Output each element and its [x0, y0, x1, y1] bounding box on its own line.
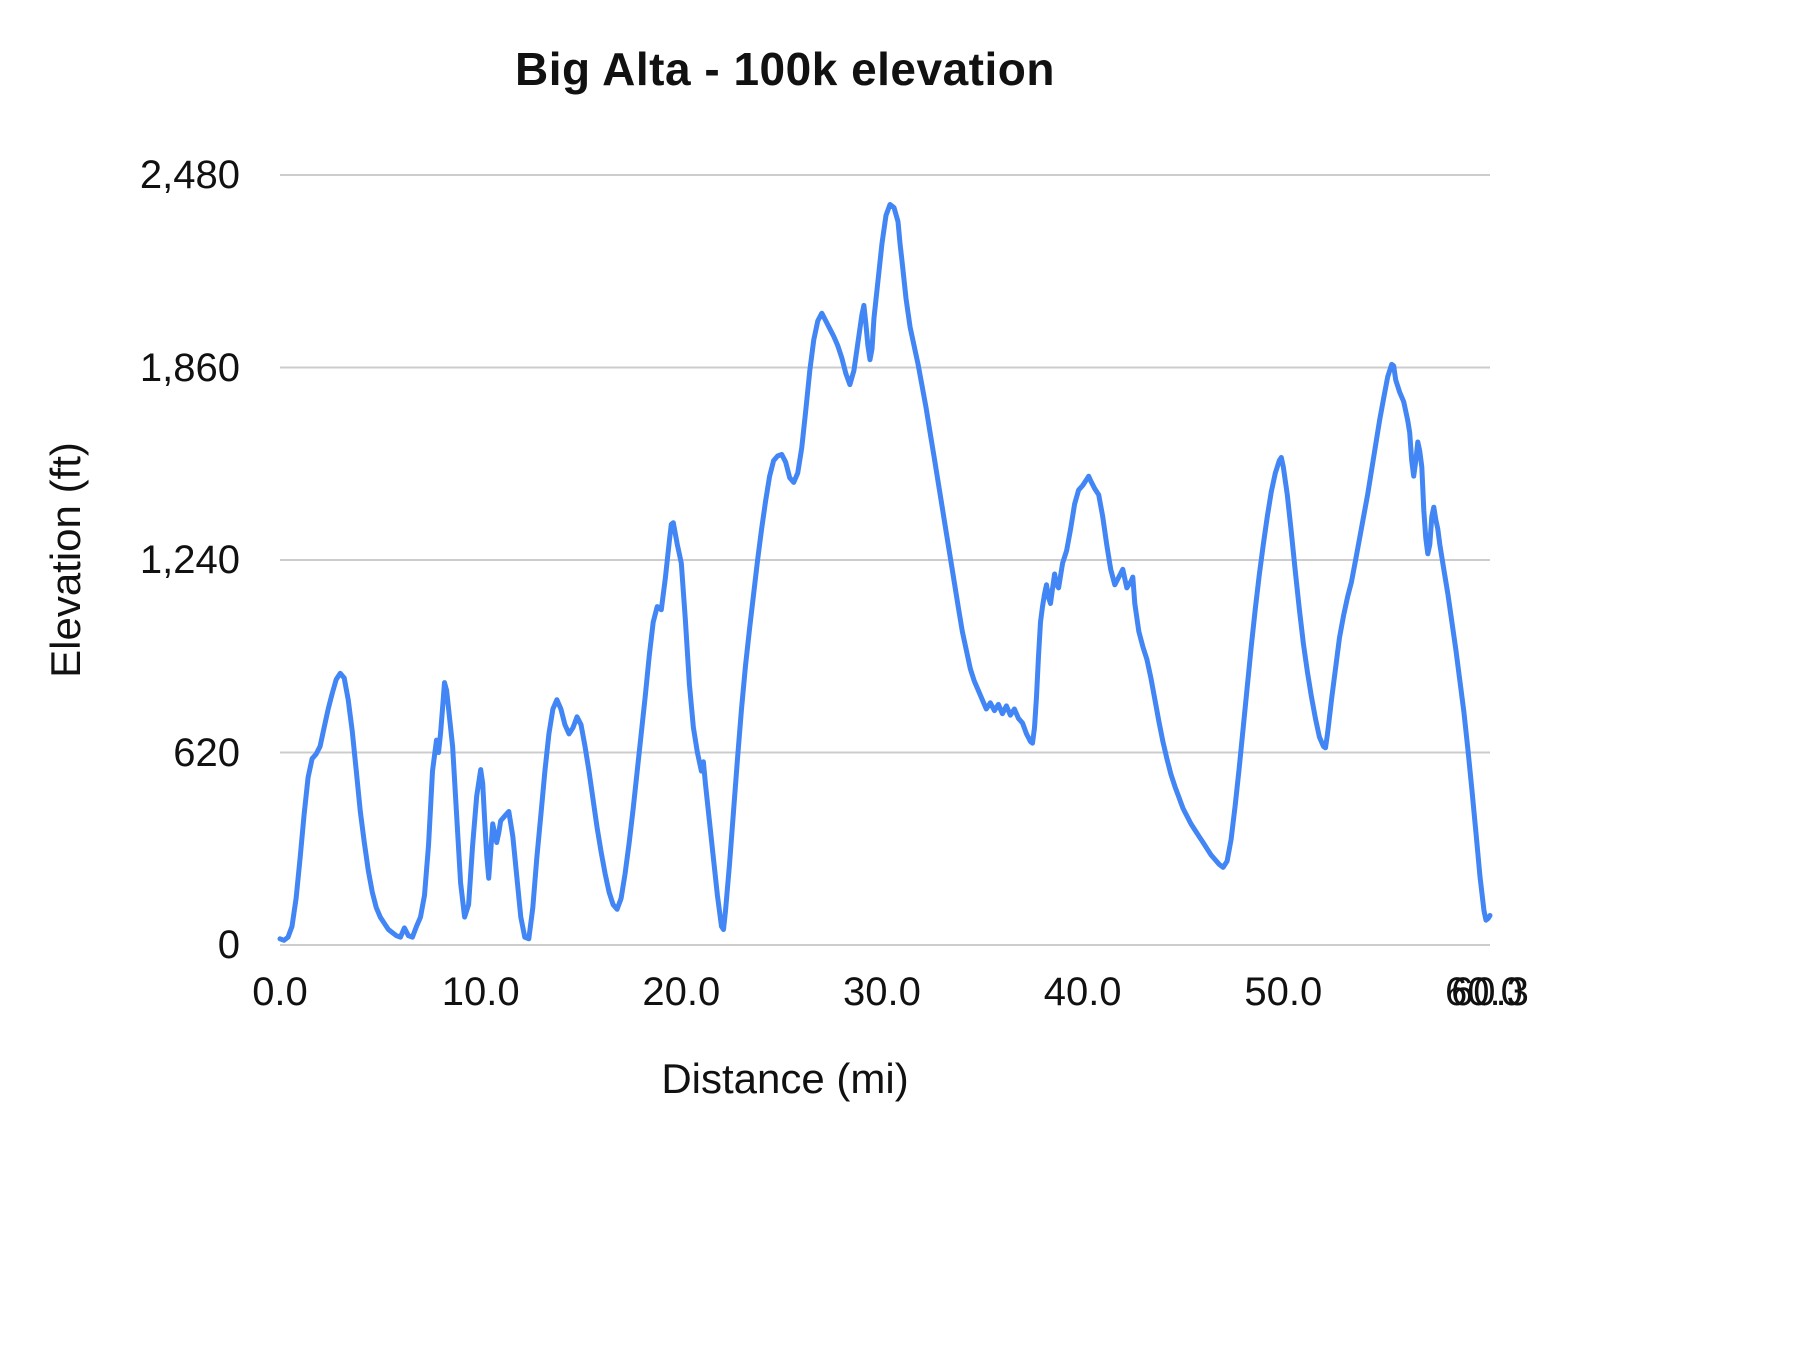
y-tick-label: 1,240: [139, 538, 240, 582]
x-tick-label: 30.0: [843, 970, 921, 1014]
y-tick-label: 2,480: [139, 153, 240, 197]
x-tick-label: 10.0: [441, 970, 520, 1014]
x-tick-label: 0.0: [252, 970, 308, 1014]
plot-area: [277, 174, 1493, 946]
x-axis-title: Distance (mi): [661, 1055, 909, 1102]
x-tick-label: 60.0: [1445, 970, 1523, 1014]
elevation-line: [277, 202, 1493, 943]
x-tick-label: 20.0: [642, 970, 721, 1014]
y-tick-label: 620: [173, 730, 240, 775]
x-tick-label: 50.0: [1244, 970, 1323, 1014]
y-tick-label: 1,860: [139, 345, 240, 390]
chart-title: Big Alta - 100k elevation: [515, 43, 1055, 95]
x-tick-label: 40.0: [1043, 970, 1122, 1014]
x-tick-label: 60.3: [1451, 970, 1529, 1014]
y-tick-label: 0: [217, 923, 240, 967]
